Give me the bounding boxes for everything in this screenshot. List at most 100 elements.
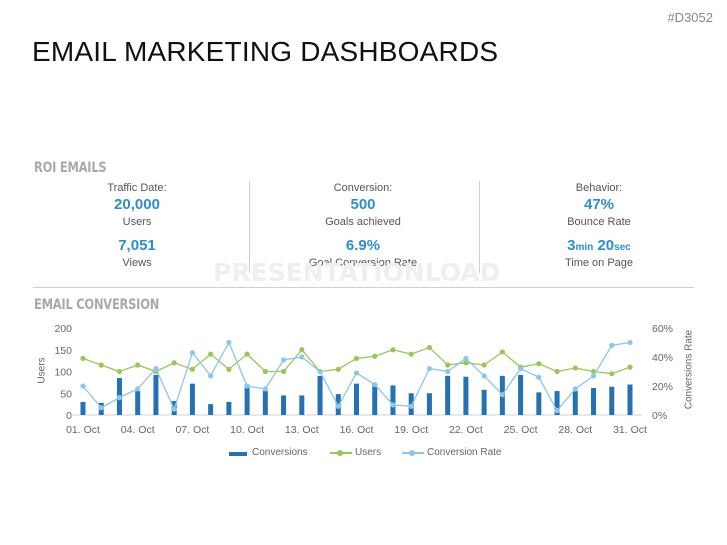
kpi-time-min: 3: [567, 237, 576, 254]
point-users: [499, 349, 505, 355]
point-users: [335, 366, 341, 372]
legend-bar-swatch: [229, 452, 247, 456]
point-conversion-rate: [609, 342, 615, 348]
kpi-time-label: Time on Page: [564, 257, 634, 269]
kpi-goals-label: Goals achieved: [325, 216, 401, 228]
point-users: [426, 344, 433, 351]
point-users: [408, 351, 414, 357]
bar-conversions: [226, 401, 232, 415]
point-conversion-rate: [98, 405, 104, 411]
bar-conversions: [518, 374, 524, 415]
x-tick-label: 07. Oct: [175, 424, 209, 436]
point-conversion-rate: [116, 395, 123, 401]
point-users: [116, 368, 123, 375]
legend-label: Users: [355, 447, 382, 458]
section-divider: [33, 287, 694, 288]
point-users: [244, 351, 250, 357]
bar-conversions: [189, 383, 195, 415]
bar-conversions: [591, 388, 597, 415]
kpi-bounce-value: 47%: [583, 196, 615, 213]
kpi-bounce-label: Bounce Rate: [567, 216, 631, 228]
x-tick-label: 01. Oct: [66, 424, 100, 436]
kpi-divider: [249, 181, 250, 273]
point-users: [463, 360, 469, 366]
y-tick-label: 50: [60, 388, 72, 400]
bar-conversions: [244, 384, 250, 415]
email-conversion-section-label: EMAIL CONVERSION: [34, 297, 160, 313]
y-tick-label: 0: [66, 410, 72, 422]
point-conversion-rate: [226, 339, 232, 346]
x-tick-label: 28. Oct: [558, 424, 592, 436]
kpi-time-min-unit: min: [575, 242, 594, 253]
y-tick-label: 150: [54, 345, 72, 357]
x-tick-label: 13. Oct: [285, 424, 319, 436]
bar-conversions: [281, 395, 287, 415]
y-tick-label-right: 60%: [652, 323, 673, 335]
bar-conversions: [609, 386, 615, 415]
point-conversion-rate: [317, 368, 323, 375]
y-tick-label-right: 40%: [652, 352, 673, 364]
point-users: [226, 366, 232, 372]
kpi-time-sec: 20: [597, 237, 615, 254]
point-conversion-rate: [299, 354, 305, 360]
kpi-goal-rate-value: 6.9%: [345, 237, 381, 254]
bar-conversions: [390, 385, 396, 415]
point-conversion-rate: [463, 355, 469, 362]
point-users: [189, 366, 195, 372]
y-tick-label: 100: [54, 367, 72, 379]
bar-conversions: [354, 383, 359, 415]
bar-conversions: [208, 404, 214, 415]
bar-conversions: [536, 392, 542, 415]
legend-label: Conversions: [252, 447, 308, 458]
page-title: EMAIL MARKETING DASHBOARDS: [32, 36, 499, 67]
point-conversion-rate: [481, 373, 487, 379]
roi-section-label: ROI EMAILS: [34, 160, 107, 176]
point-conversion-rate: [627, 339, 633, 346]
kpi-divider: [479, 181, 480, 273]
kpi-views-label: Views: [122, 257, 152, 269]
kpi-behavior: Behavior: 47% Bounce Rate 3min 20sec Tim…: [484, 181, 714, 270]
y-axis-right-label: Conversions Rate: [683, 329, 695, 410]
point-users: [572, 365, 578, 371]
kpi-goals-value: 500: [350, 196, 376, 213]
point-conversion-rate: [171, 406, 177, 412]
point-users: [481, 362, 487, 368]
bar-conversions: [262, 391, 268, 415]
bar-conversions: [153, 374, 159, 415]
x-tick-label: 10. Oct: [230, 424, 264, 436]
kpi-traffic: Traffic Date: 20,000 Users 7,051 Views: [22, 181, 252, 270]
point-users: [536, 361, 542, 367]
point-conversion-rate: [262, 386, 268, 392]
legend-label: Conversion Rate: [427, 447, 502, 458]
point-users: [554, 368, 560, 375]
bar-conversions: [299, 395, 305, 415]
kpi-conversion: Conversion: 500 Goals achieved 6.9% Goal…: [248, 181, 478, 270]
point-conversion-rate: [408, 403, 414, 409]
point-conversion-rate: [244, 383, 250, 389]
point-conversion-rate: [445, 368, 451, 375]
point-conversion-rate: [335, 403, 341, 409]
bar-conversions: [627, 384, 633, 415]
bar-conversions: [135, 391, 141, 415]
point-users: [627, 364, 633, 370]
bar-conversions: [463, 376, 469, 415]
bar-conversions: [372, 383, 378, 415]
point-users: [445, 362, 451, 368]
point-conversion-rate: [499, 392, 505, 398]
watermark: PRESENTATIONLOAD: [213, 258, 501, 287]
kpi-users-label: Users: [122, 216, 152, 228]
kpi-time-value: 3min 20sec: [484, 236, 714, 256]
point-conversion-rate: [536, 374, 542, 380]
point-users: [609, 371, 615, 377]
point-conversion-rate: [572, 386, 578, 392]
bar-conversions: [317, 375, 323, 415]
point-users: [98, 362, 104, 368]
bar-conversions: [80, 401, 86, 415]
slide-code: #D3052: [667, 10, 713, 25]
kpi-goal-rate-label: Goal Conversion Rate: [308, 257, 418, 269]
bar-conversions: [445, 375, 451, 415]
point-users: [353, 355, 360, 362]
point-conversion-rate: [390, 402, 396, 408]
point-users: [208, 351, 214, 357]
